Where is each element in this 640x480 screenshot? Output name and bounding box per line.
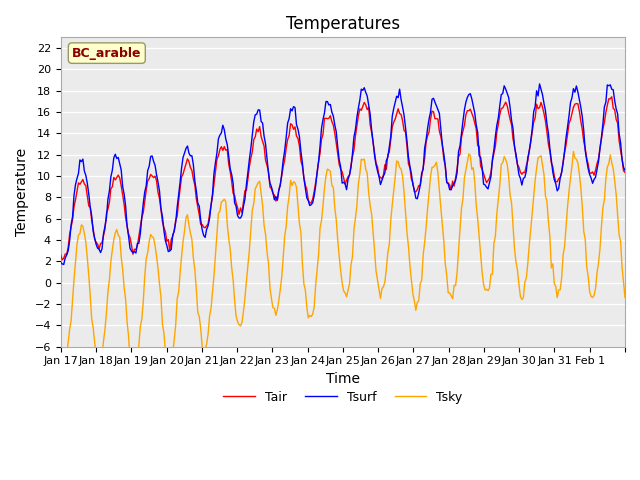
Tsky xyxy=(94,363,102,369)
Tsurf xyxy=(95,246,103,252)
Tair xyxy=(621,169,629,175)
Tsky xyxy=(131,370,138,375)
Tsky xyxy=(461,175,468,180)
Tair xyxy=(95,246,103,252)
Tsky xyxy=(57,358,65,364)
Line: Tair: Tair xyxy=(61,97,625,260)
Tsurf xyxy=(620,165,627,170)
Title: Temperatures: Temperatures xyxy=(286,15,400,33)
Tair xyxy=(77,179,85,185)
Tair xyxy=(608,94,616,100)
Line: Tsky: Tsky xyxy=(61,151,625,372)
Tsky xyxy=(349,254,356,260)
Tair xyxy=(57,252,65,258)
Tsky xyxy=(545,218,552,224)
X-axis label: Time: Time xyxy=(326,372,360,386)
Tair xyxy=(620,168,627,174)
Tsky xyxy=(621,295,629,300)
Tsurf xyxy=(77,159,85,165)
Tsurf xyxy=(621,168,629,173)
Tair xyxy=(349,154,356,159)
Tsurf xyxy=(536,81,543,87)
Y-axis label: Temperature: Temperature xyxy=(15,148,29,236)
Tsky xyxy=(570,148,577,154)
Tair xyxy=(461,122,468,128)
Tsurf xyxy=(349,151,356,156)
Legend: Tair, Tsurf, Tsky: Tair, Tsurf, Tsky xyxy=(218,385,467,408)
Tsurf xyxy=(461,107,468,113)
Tair xyxy=(58,257,66,263)
Tsurf xyxy=(57,259,65,265)
Tsurf xyxy=(546,145,554,151)
Tsky xyxy=(76,231,84,237)
Line: Tsurf: Tsurf xyxy=(61,84,625,264)
Tsky xyxy=(620,279,627,285)
Tair xyxy=(545,141,552,147)
Tsurf xyxy=(60,262,68,267)
Text: BC_arable: BC_arable xyxy=(72,47,141,60)
